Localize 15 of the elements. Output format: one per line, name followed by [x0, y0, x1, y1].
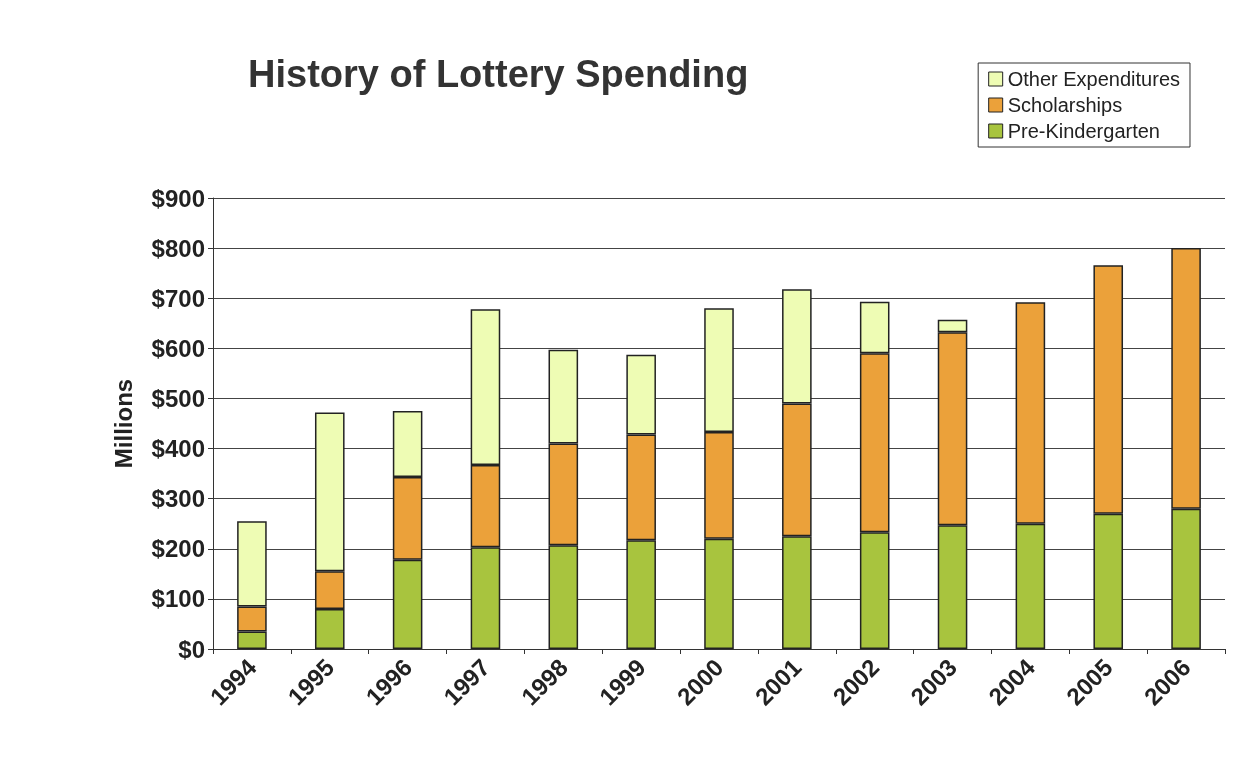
y-tick-label: $100 [151, 585, 205, 613]
legend-label: Other Expenditures [1007, 68, 1181, 90]
chart-title: History of Lottery Spending [248, 53, 749, 95]
y-tick-label: $200 [151, 535, 205, 563]
y-tick-label: $900 [151, 184, 205, 212]
y-tick-label: $400 [151, 435, 205, 463]
legend-label: Pre-Kindergarten [1007, 120, 1160, 142]
y-tick-label: $0 [178, 635, 205, 663]
y-axis-title: Millions [109, 378, 137, 469]
y-tick-label: $300 [151, 485, 205, 513]
y-tick-label: $500 [151, 384, 205, 412]
y-tick-label: $600 [151, 334, 205, 362]
y-tick-label: $700 [151, 284, 205, 312]
y-tick-label: $800 [151, 234, 205, 262]
legend-label: Scholarships [1007, 94, 1123, 116]
